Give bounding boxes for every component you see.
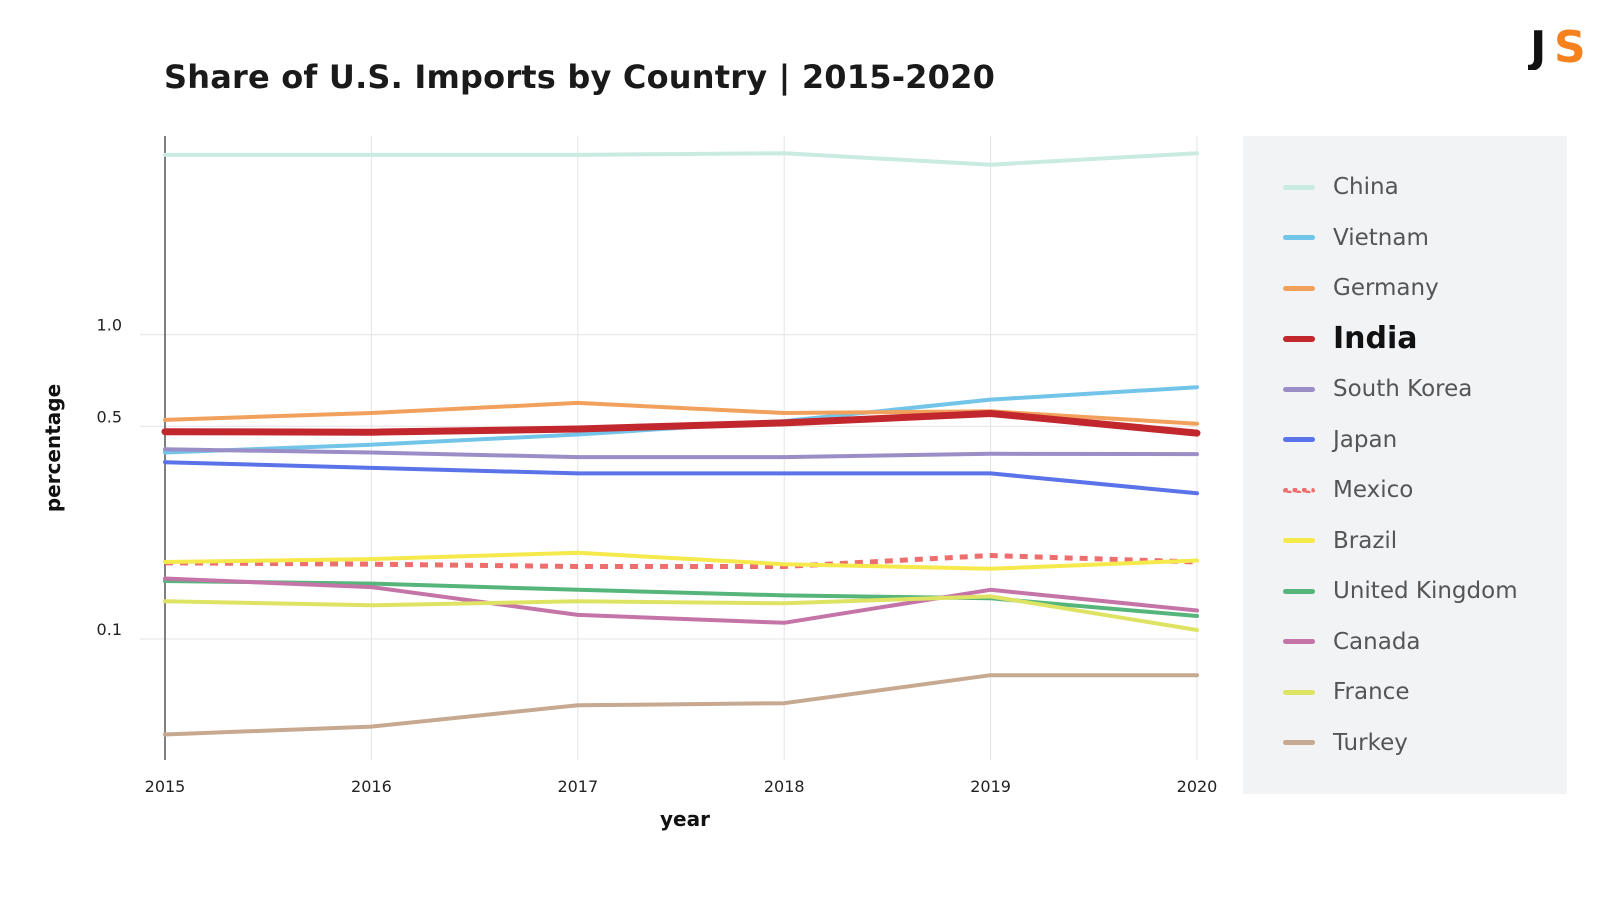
logo-letter-j: J bbox=[1528, 22, 1546, 70]
legend-swatch bbox=[1283, 335, 1315, 342]
legend-label: Germany bbox=[1333, 275, 1439, 301]
legend-swatch bbox=[1283, 285, 1315, 291]
legend-swatch bbox=[1283, 740, 1315, 745]
series-line-france bbox=[163, 594, 1199, 632]
y-tick-label: 0.5 bbox=[97, 407, 122, 426]
legend-item: Turkey bbox=[1283, 728, 1408, 758]
series-line-japan bbox=[163, 460, 1199, 496]
legend-item: Vietnam bbox=[1283, 223, 1429, 253]
series-line-canada bbox=[163, 576, 1199, 625]
x-tick-label: 2016 bbox=[351, 777, 392, 796]
legend-swatch bbox=[1283, 487, 1315, 493]
x-tick-label: 2020 bbox=[1177, 777, 1218, 796]
legend-swatch bbox=[1283, 235, 1315, 240]
legend-item: Mexico bbox=[1283, 475, 1413, 505]
x-tick-label: 2015 bbox=[145, 777, 186, 796]
js-logo: J S bbox=[1527, 22, 1590, 73]
legend-item: United Kingdom bbox=[1283, 576, 1518, 606]
series-line-mexico bbox=[164, 553, 1198, 569]
y-tick-label: 1.0 bbox=[97, 316, 122, 335]
legend-swatch bbox=[1283, 386, 1315, 392]
legend: China Vietnam Germany India South Korea Japan… bbox=[1243, 136, 1567, 794]
legend-label: Turkey bbox=[1333, 729, 1408, 756]
x-tick-label: 2017 bbox=[557, 777, 598, 796]
legend-item: Germany bbox=[1283, 273, 1439, 303]
x-tick-label: 2019 bbox=[970, 777, 1011, 796]
legend-label: South Korea bbox=[1333, 376, 1473, 402]
legend-item: France bbox=[1283, 677, 1409, 707]
series-line-china bbox=[163, 151, 1199, 167]
legend-label: China bbox=[1333, 174, 1399, 200]
legend-label: Canada bbox=[1333, 628, 1421, 655]
legend-label: France bbox=[1333, 679, 1410, 705]
legend-label: India bbox=[1333, 321, 1418, 356]
legend-swatch bbox=[1283, 689, 1315, 695]
legend-label: Mexico bbox=[1333, 477, 1414, 503]
x-axis-title: year bbox=[660, 807, 710, 831]
line-chart: 0.1 0.5 1.0 2015 2016 2017 2018 2019 2020 year per… bbox=[41, 136, 1218, 831]
legend-swatch bbox=[1283, 588, 1315, 594]
series-line-brazil bbox=[163, 550, 1199, 571]
y-tick-label: 0.1 bbox=[97, 620, 122, 639]
legend-swatch bbox=[1283, 184, 1315, 190]
y-axis-title: percentage bbox=[41, 384, 65, 512]
legend-item: India bbox=[1283, 321, 1418, 356]
logo-letter-s: S bbox=[1554, 22, 1586, 70]
legend-label: Vietnam bbox=[1333, 224, 1429, 251]
legend-item: Japan bbox=[1283, 425, 1397, 455]
series-line-south-korea bbox=[163, 447, 1199, 460]
x-tick-label: 2018 bbox=[764, 777, 805, 796]
legend-item: South Korea bbox=[1283, 374, 1472, 404]
legend-swatch bbox=[1283, 437, 1315, 442]
series-line-india bbox=[161, 410, 1201, 437]
legend-swatch bbox=[1283, 538, 1315, 543]
legend-item: Brazil bbox=[1283, 526, 1397, 556]
series-line-turkey bbox=[163, 673, 1199, 737]
legend-item: Canada bbox=[1283, 627, 1421, 657]
legend-swatch bbox=[1283, 639, 1315, 644]
legend-label: United Kingdom bbox=[1333, 578, 1518, 604]
legend-label: Japan bbox=[1333, 426, 1398, 453]
chart-title: Share of U.S. Imports by Country | 2015-… bbox=[164, 58, 996, 96]
legend-item: China bbox=[1283, 172, 1399, 202]
legend-label: Brazil bbox=[1333, 527, 1398, 554]
